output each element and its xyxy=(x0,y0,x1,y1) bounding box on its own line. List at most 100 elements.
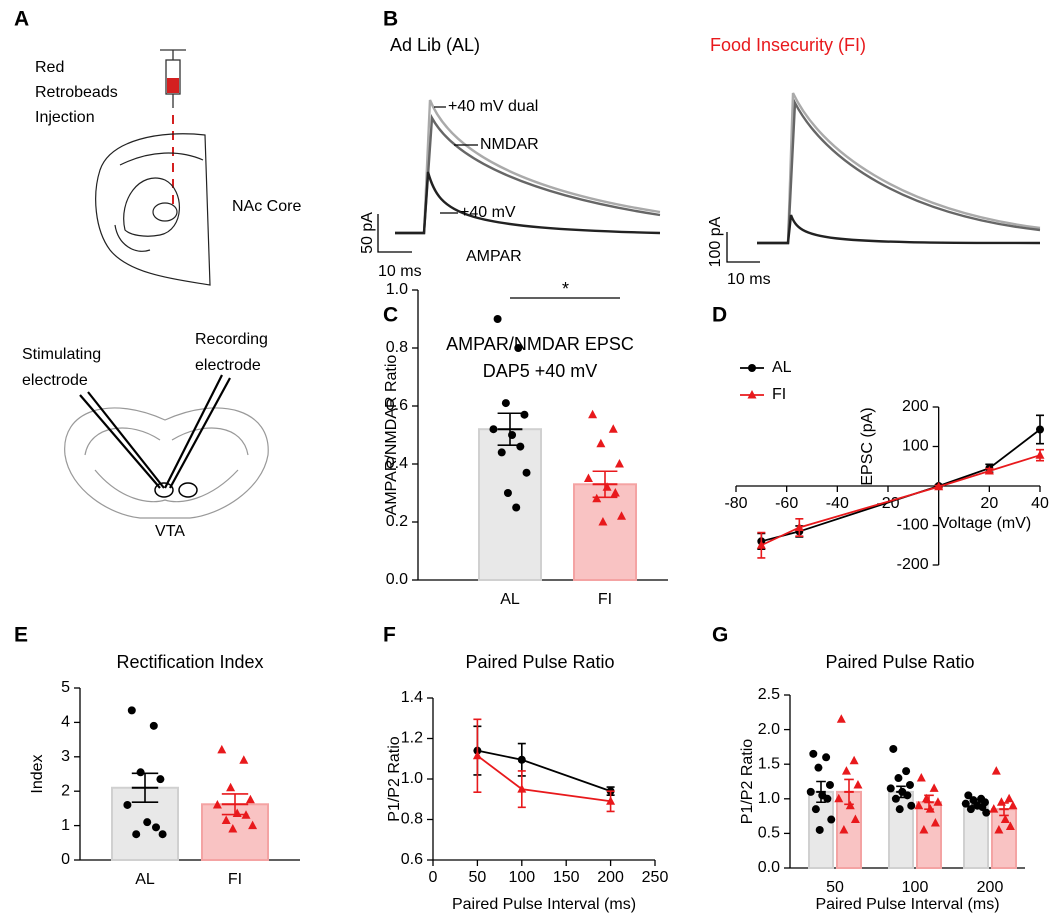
data-point xyxy=(493,315,502,323)
data-point xyxy=(989,804,999,813)
x-tick-label: -40 xyxy=(826,495,849,512)
data-point xyxy=(614,459,624,468)
data-point xyxy=(517,755,526,764)
data-point xyxy=(143,818,152,827)
scale-label: 100 pA xyxy=(707,216,724,267)
data-point xyxy=(136,768,145,777)
data-point xyxy=(158,830,167,839)
y-tick-label: 0 xyxy=(61,851,70,868)
data-point xyxy=(608,424,618,433)
y-tick-label: 0.8 xyxy=(386,339,408,356)
x-tick-label: 200 xyxy=(597,869,624,886)
y-tick-label: 1.0 xyxy=(758,790,780,807)
y-axis-label: P1/P2 Ratio xyxy=(739,739,756,824)
x-tick-label: FI xyxy=(598,591,612,608)
chart-title: AMPAR/NMDAR EPSC xyxy=(446,334,634,354)
data-point xyxy=(228,824,238,833)
data-point xyxy=(152,823,160,832)
x-tick-label: 40 xyxy=(1031,495,1049,512)
x-axis-label: Paired Pulse Interval (ms) xyxy=(815,896,999,913)
data-point xyxy=(1035,450,1045,459)
data-point xyxy=(245,794,255,804)
x-tick-label: 200 xyxy=(977,879,1004,896)
scale-label: 50 pA xyxy=(359,212,376,254)
data-point xyxy=(991,766,1001,775)
data-point xyxy=(248,820,258,830)
y-tick-label: 0.4 xyxy=(386,455,408,472)
data-point xyxy=(756,540,766,549)
chart-title: Rectification Index xyxy=(116,652,263,672)
panel-label: A xyxy=(14,8,29,31)
annotation: VTA xyxy=(155,523,185,540)
data-point xyxy=(834,793,844,803)
y-tick-label: 100 xyxy=(902,438,929,455)
data-point xyxy=(226,782,236,792)
data-point xyxy=(1036,425,1044,434)
bar xyxy=(478,428,542,582)
data-point xyxy=(814,763,823,772)
data-point xyxy=(836,714,846,723)
data-point xyxy=(853,779,863,789)
data-point xyxy=(839,824,849,834)
al-traces xyxy=(395,99,661,235)
y-tick-label: 2.0 xyxy=(758,721,780,738)
scale-label: 10 ms xyxy=(378,263,422,280)
x-tick-label: 20 xyxy=(980,495,998,512)
data-point xyxy=(501,399,510,408)
y-tick-label: 4 xyxy=(61,714,70,731)
data-point xyxy=(503,489,512,497)
y-tick-label: 2 xyxy=(61,782,70,799)
trace-label: +40 mV xyxy=(460,204,516,221)
data-point xyxy=(610,488,620,497)
panel-label: F xyxy=(383,624,396,647)
data-point xyxy=(850,814,860,824)
data-point xyxy=(127,706,136,715)
brain-coronal xyxy=(95,133,211,286)
annotation: electrode xyxy=(22,372,88,389)
data-point xyxy=(132,830,141,839)
y-tick-label: 1 xyxy=(61,817,70,834)
y-tick-label: 1.2 xyxy=(401,730,423,747)
data-point xyxy=(149,721,158,730)
data-point xyxy=(886,784,895,793)
data-point xyxy=(825,780,834,789)
trace-label: NMDAR xyxy=(480,136,539,153)
data-point xyxy=(929,783,939,792)
y-tick-label: 0.6 xyxy=(401,851,423,868)
data-point xyxy=(822,753,831,762)
panel-label: C xyxy=(383,304,398,327)
data-point xyxy=(841,766,851,775)
annotation: electrode xyxy=(195,357,261,374)
y-tick-label: 2.5 xyxy=(758,686,780,703)
panel-label: B xyxy=(383,8,398,31)
data-point xyxy=(895,805,904,814)
x-tick-label: 100 xyxy=(508,869,535,886)
data-point xyxy=(811,805,820,814)
data-point xyxy=(617,511,627,520)
data-point xyxy=(794,522,804,531)
annotation: Retrobeads xyxy=(35,84,118,101)
syringe xyxy=(160,49,186,108)
x-tick-label: AL xyxy=(500,591,520,608)
scale-bar xyxy=(726,232,760,263)
data-point xyxy=(520,410,529,419)
data-point xyxy=(489,425,498,434)
x-tick-label: 0 xyxy=(429,869,438,886)
trace-label: +40 mV dual xyxy=(448,98,538,115)
data-point xyxy=(823,794,832,803)
y-tick-label: 0.5 xyxy=(758,825,780,842)
scale-label: 10 ms xyxy=(727,271,771,288)
legend-marker xyxy=(747,390,757,399)
y-tick-label: 0.0 xyxy=(386,571,408,588)
y-tick-label: -200 xyxy=(897,556,929,573)
x-axis-label: Paired Pulse Interval (ms) xyxy=(452,896,636,913)
panel-label: G xyxy=(712,624,728,647)
data-point xyxy=(212,799,222,809)
vta-outline xyxy=(154,482,174,498)
data-point xyxy=(598,517,608,526)
data-point xyxy=(514,344,523,352)
data-point xyxy=(916,773,926,782)
legend-label: AL xyxy=(772,359,792,376)
data-point xyxy=(982,808,991,817)
